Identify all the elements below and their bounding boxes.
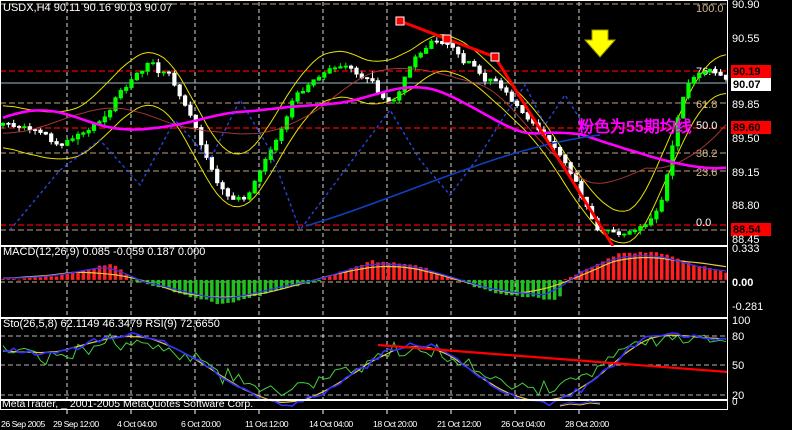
svg-text:MetaTrader, _ 2001-2005 MetaQu: MetaTrader, _ 2001-2005 MetaQuotes Softw… [2, 398, 253, 410]
svg-text:4 Oct 04:00: 4 Oct 04:00 [117, 419, 157, 429]
svg-text:0.00: 0.00 [732, 277, 753, 289]
svg-text:0.0: 0.0 [696, 217, 711, 229]
svg-text:90.19: 90.19 [733, 66, 761, 78]
svg-text:18 Oct 20:00: 18 Oct 20:00 [373, 419, 417, 429]
svg-text:89.15: 89.15 [732, 167, 760, 179]
svg-text:28 Oct 20:00: 28 Oct 20:00 [565, 419, 609, 429]
svg-text:100: 100 [732, 315, 750, 327]
svg-text:USDX,H4 90.11 90.16 90.03 90.: USDX,H4 90.11 90.16 90.03 90.07 [3, 2, 172, 14]
svg-text:26 Oct 04:00: 26 Oct 04:00 [501, 419, 545, 429]
svg-text:90.90: 90.90 [732, 0, 760, 11]
svg-text:MACD(12,26,9) 0.085 -0.059 0.1: MACD(12,26,9) 0.085 -0.059 0.187 0.000 [3, 246, 205, 258]
svg-text:29 Sep 12:00: 29 Sep 12:00 [53, 419, 99, 429]
svg-text:89.85: 89.85 [732, 99, 760, 111]
svg-text:0.333: 0.333 [732, 243, 760, 255]
svg-text:88.80: 88.80 [732, 200, 760, 212]
svg-text:粉色为55期均线: 粉色为55期均线 [578, 117, 692, 136]
svg-text:90.55: 90.55 [732, 33, 760, 45]
svg-text:Sto(26,5,8) 62.1149 46.3479 R: Sto(26,5,8) 62.1149 46.3479 RSI(9) 72.66… [3, 318, 220, 330]
svg-text:80: 80 [732, 331, 744, 343]
svg-text:26 Sep 2005: 26 Sep 2005 [1, 419, 45, 429]
svg-text:50: 50 [732, 360, 744, 372]
svg-text:0: 0 [732, 397, 738, 408]
svg-text:14 Oct 04:00: 14 Oct 04:00 [309, 419, 353, 429]
svg-text:90.07: 90.07 [733, 79, 761, 91]
svg-text:89.50: 89.50 [732, 133, 760, 145]
svg-text:6 Oct 20:00: 6 Oct 20:00 [181, 419, 221, 429]
svg-text:61.8: 61.8 [696, 99, 717, 111]
svg-text:-0.281: -0.281 [732, 301, 763, 313]
svg-text:11 Oct 12:00: 11 Oct 12:00 [245, 419, 289, 429]
svg-text:50.0: 50.0 [696, 120, 717, 132]
svg-text:21 Oct 12:00: 21 Oct 12:00 [437, 419, 481, 429]
svg-text:100.0: 100.0 [696, 3, 724, 15]
